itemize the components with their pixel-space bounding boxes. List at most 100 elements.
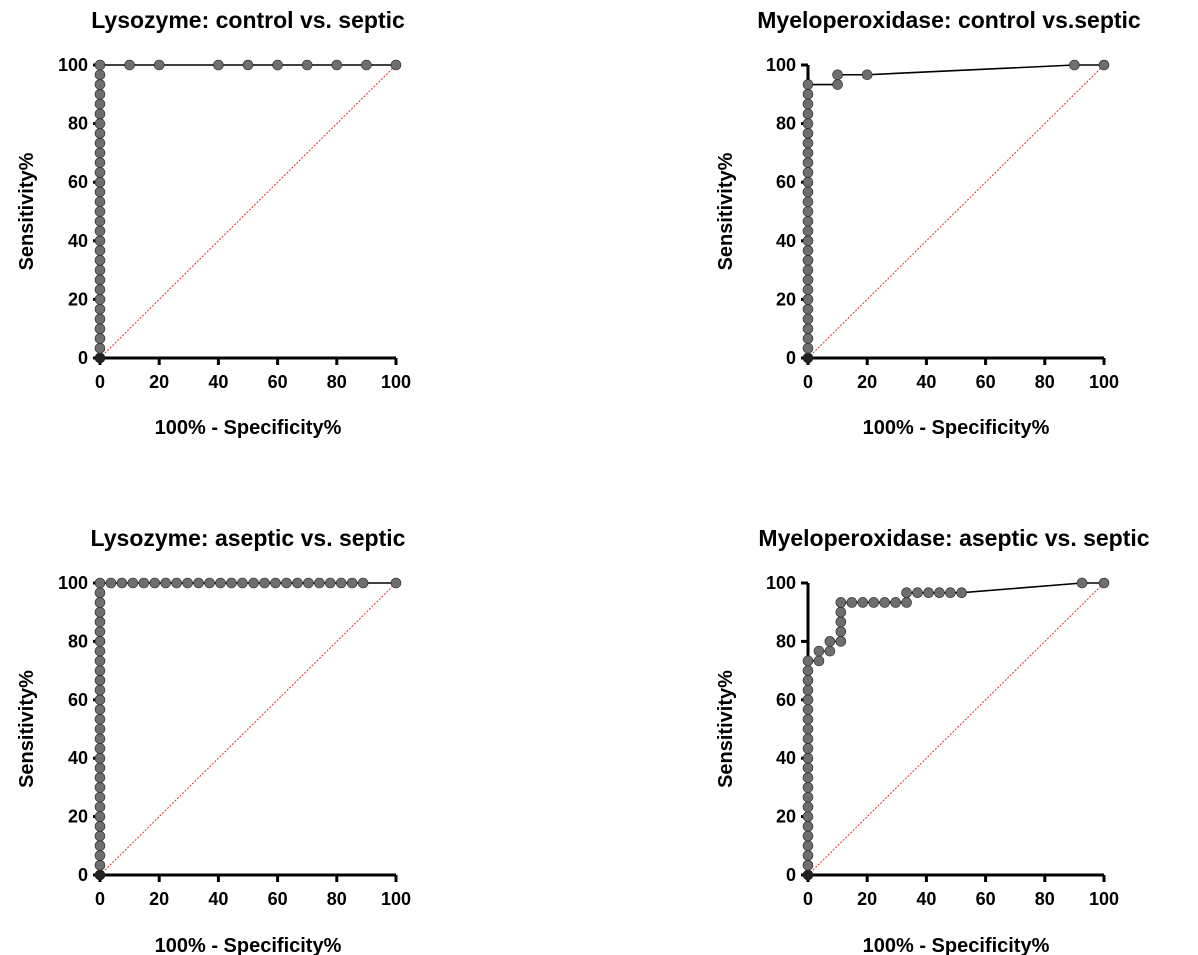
data-point [802,762,814,774]
data-point [94,59,106,71]
x-tick-label: 20 [857,889,877,909]
y-tick-label: 60 [776,690,796,710]
data-point [182,577,193,589]
data-point [94,215,106,227]
data-point [171,577,182,589]
data-point [94,752,106,764]
data-point [1069,59,1080,71]
data-point [813,655,825,667]
data-point [94,303,106,315]
data-point [802,801,814,813]
y-tick-label: 20 [68,807,88,827]
data-point [94,137,106,149]
data-point [301,59,313,71]
data-point [835,626,847,637]
data-point [94,655,106,667]
data-point [94,645,106,657]
data-point [94,157,106,168]
data-point [868,597,880,608]
data-point [802,791,814,803]
data-point [802,137,814,149]
x-tick-label: 80 [1035,372,1055,392]
data-point [94,255,106,266]
data-point [270,577,281,589]
data-point [1076,577,1088,589]
data-point [94,694,106,706]
data-point [802,821,814,832]
data-point [272,59,283,71]
chart-title: Myeloperoxidase: aseptic vs. septic [758,525,1149,551]
data-point [94,294,106,305]
data-point [215,577,226,589]
data-point [94,772,106,783]
data-point [94,704,106,715]
x-tick-label: 20 [149,372,169,392]
y-tick-label: 40 [776,231,796,251]
data-point [802,303,814,315]
data-point [213,59,224,71]
data-point [802,274,814,286]
y-tick-label: 0 [78,865,88,885]
data-point [802,782,814,793]
data-point [802,704,814,715]
data-point [802,352,814,364]
data-point [94,713,106,725]
data-point [94,587,106,599]
y-tick-label: 100 [58,55,88,75]
data-point [802,675,814,686]
data-point [802,333,814,344]
data-point [861,69,873,81]
data-point [94,225,106,237]
data-point [846,597,858,608]
x-axis-label: 100% - Specificity% [155,417,342,439]
y-tick-label: 80 [776,631,796,651]
data-point [94,616,106,628]
y-tick-label: 40 [776,748,796,768]
data-point [314,577,325,589]
data-point [802,850,814,861]
x-tick-label: 40 [916,372,936,392]
data-point [94,186,106,198]
reference-line [807,582,1105,876]
x-tick-label: 40 [208,889,228,909]
data-point [138,577,150,589]
data-point [324,577,336,589]
chart-myeloperoxidase-aseptic-vs-septic: Myeloperoxidase: aseptic vs. septic 0 20 40… [715,525,1150,955]
data-point [105,577,117,589]
data-point [934,587,945,599]
data-point [94,313,106,325]
data-point [94,264,106,276]
data-point [94,743,106,754]
data-point [94,869,106,881]
data-point [94,723,106,735]
x-tick-label: 0 [95,372,105,392]
data-point [94,665,106,676]
data-point [149,577,161,589]
x-tick-label: 0 [803,889,813,909]
data-point [802,167,814,178]
data-point [802,79,814,90]
data-point [802,342,814,354]
data-point [390,577,402,589]
data-point [94,830,106,842]
data-point [292,577,303,589]
x-axis-label: 100% - Specificity% [863,935,1050,955]
y-tick-label: 80 [776,114,796,134]
data-point [879,597,890,608]
chart-lysozyme-control-vs-septic: Lysozyme: control vs. septic 0 20 40 60 80 100… [16,7,411,439]
y-tick-label: 60 [68,172,88,192]
data-point [802,772,814,783]
data-point [94,128,106,139]
data-point [802,284,814,295]
data-point [901,587,912,599]
data-point [94,840,106,852]
data-point [94,791,106,803]
data-point [357,577,369,589]
data-point [346,577,358,589]
data-point [94,333,106,344]
data-point [94,626,106,637]
data-point [94,89,106,100]
data-point [204,577,215,589]
data-point [802,655,814,667]
data-point [835,636,847,647]
